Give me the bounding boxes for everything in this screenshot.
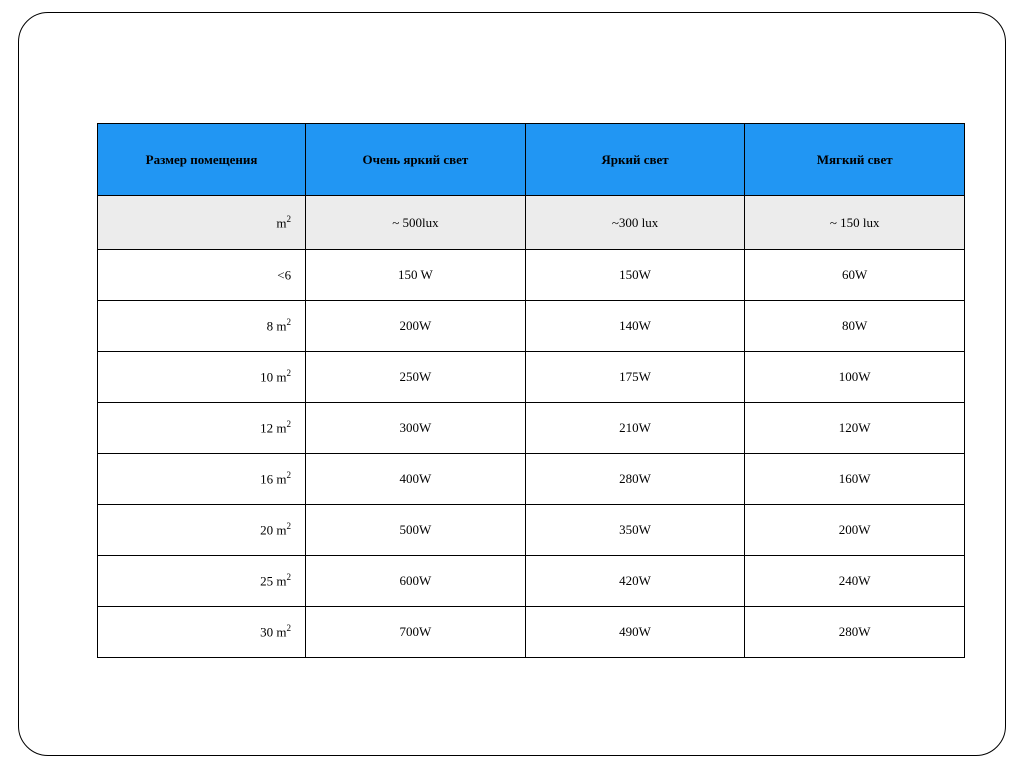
subheader-unit: m2 bbox=[98, 196, 306, 250]
cell-bright: 280W bbox=[525, 454, 745, 505]
table-header-row: Размер помещения Очень яркий свет Яркий … bbox=[98, 124, 965, 196]
col-header-room-size: Размер помещения bbox=[98, 124, 306, 196]
subheader-lux-very-bright: ~ 500lux bbox=[306, 196, 526, 250]
lighting-table-container: Размер помещения Очень яркий свет Яркий … bbox=[97, 123, 965, 658]
table-row: 10 m2 250W 175W 100W bbox=[98, 352, 965, 403]
cell-bright: 350W bbox=[525, 505, 745, 556]
cell-room-size: 25 m2 bbox=[98, 556, 306, 607]
table-row: <6 150 W 150W 60W bbox=[98, 250, 965, 301]
cell-very-bright: 500W bbox=[306, 505, 526, 556]
cell-soft: 200W bbox=[745, 505, 965, 556]
cell-bright: 490W bbox=[525, 607, 745, 658]
cell-soft: 100W bbox=[745, 352, 965, 403]
col-header-bright: Яркий свет bbox=[525, 124, 745, 196]
cell-soft: 240W bbox=[745, 556, 965, 607]
cell-very-bright: 600W bbox=[306, 556, 526, 607]
table-row: 30 m2 700W 490W 280W bbox=[98, 607, 965, 658]
cell-soft: 120W bbox=[745, 403, 965, 454]
table-row: 16 m2 400W 280W 160W bbox=[98, 454, 965, 505]
cell-very-bright: 400W bbox=[306, 454, 526, 505]
table-row: 20 m2 500W 350W 200W bbox=[98, 505, 965, 556]
cell-room-size: 20 m2 bbox=[98, 505, 306, 556]
cell-very-bright: 700W bbox=[306, 607, 526, 658]
cell-very-bright: 200W bbox=[306, 301, 526, 352]
cell-soft: 160W bbox=[745, 454, 965, 505]
cell-soft: 80W bbox=[745, 301, 965, 352]
cell-very-bright: 150 W bbox=[306, 250, 526, 301]
cell-bright: 420W bbox=[525, 556, 745, 607]
cell-room-size: 30 m2 bbox=[98, 607, 306, 658]
cell-bright: 140W bbox=[525, 301, 745, 352]
slide-frame: Размер помещения Очень яркий свет Яркий … bbox=[18, 12, 1006, 756]
cell-room-size: <6 bbox=[98, 250, 306, 301]
col-header-soft: Мягкий свет bbox=[745, 124, 965, 196]
cell-bright: 210W bbox=[525, 403, 745, 454]
subheader-lux-bright: ~300 lux bbox=[525, 196, 745, 250]
cell-bright: 175W bbox=[525, 352, 745, 403]
cell-very-bright: 300W bbox=[306, 403, 526, 454]
cell-soft: 60W bbox=[745, 250, 965, 301]
cell-room-size: 16 m2 bbox=[98, 454, 306, 505]
cell-room-size: 10 m2 bbox=[98, 352, 306, 403]
cell-bright: 150W bbox=[525, 250, 745, 301]
table-row: 8 m2 200W 140W 80W bbox=[98, 301, 965, 352]
table-subheader-row: m2 ~ 500lux ~300 lux ~ 150 lux bbox=[98, 196, 965, 250]
lighting-table: Размер помещения Очень яркий свет Яркий … bbox=[97, 123, 965, 658]
subheader-lux-soft: ~ 150 lux bbox=[745, 196, 965, 250]
table-row: 25 m2 600W 420W 240W bbox=[98, 556, 965, 607]
cell-very-bright: 250W bbox=[306, 352, 526, 403]
cell-room-size: 12 m2 bbox=[98, 403, 306, 454]
col-header-very-bright: Очень яркий свет bbox=[306, 124, 526, 196]
cell-room-size: 8 m2 bbox=[98, 301, 306, 352]
table-row: 12 m2 300W 210W 120W bbox=[98, 403, 965, 454]
cell-soft: 280W bbox=[745, 607, 965, 658]
